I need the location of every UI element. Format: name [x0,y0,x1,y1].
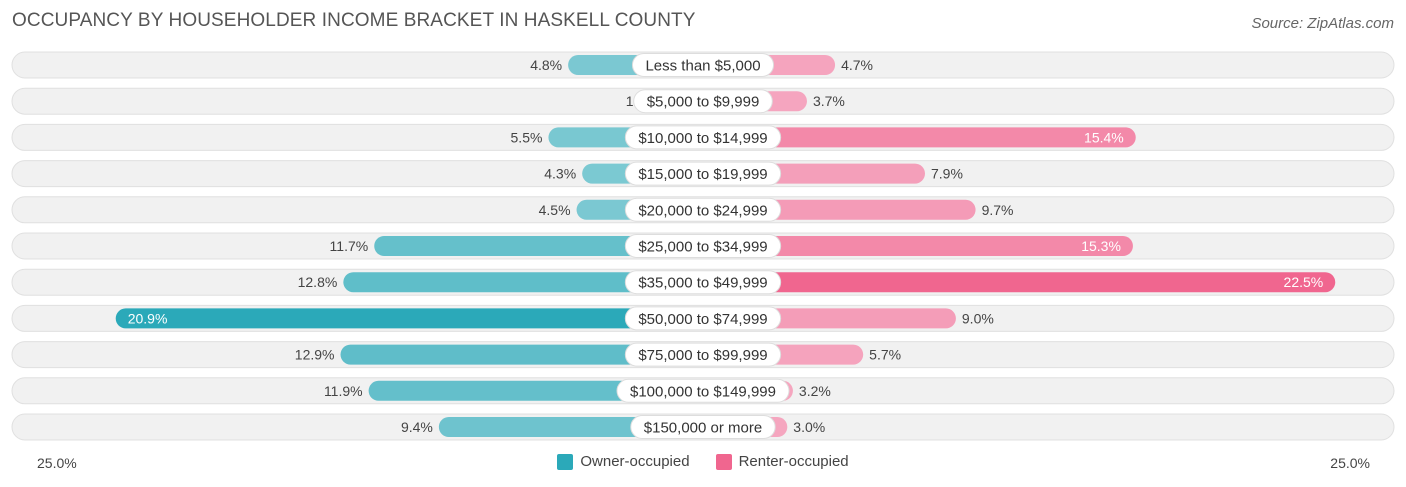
value-label-owner: 20.9% [128,310,168,326]
value-label-renter: 4.7% [841,57,873,73]
legend-label-renter: Renter-occupied [738,453,849,470]
bar-owner[interactable] [374,236,703,256]
value-label-owner: 12.9% [295,347,335,363]
category-label: $75,000 to $99,999 [638,347,767,364]
category-pill [633,89,773,114]
value-label-renter: 7.9% [931,166,963,182]
category-pill [631,53,775,77]
chart-row: 12.8% 22.5% $35,000 to $49,999 [11,268,1395,296]
value-label-renter: 3.7% [813,93,845,109]
chart-row: 20.9% 9.0% $50,000 to $74,999 [11,304,1395,332]
value-label-owner: 12.8% [298,274,338,290]
value-label-renter: 9.0% [962,310,994,326]
category-label: $10,000 to $14,999 [638,130,767,147]
category-pill [624,342,782,367]
chart-row: 9.4% 3.0% $150,000 or more [11,413,1395,441]
category-pill [616,378,790,403]
value-label-owner: 4.5% [539,202,571,218]
axis-label-left: 25.0% [37,455,77,471]
chart-row: 4.3% 7.9% $15,000 to $19,999 [11,160,1395,188]
value-label-renter: 9.7% [982,202,1014,218]
category-label: $5,000 to $9,999 [647,94,760,111]
legend-item-renter[interactable]: Renter-occupied [715,453,849,470]
value-label-owner: 11.9% [324,383,363,399]
chart-row: 4.5% 9.7% $20,000 to $24,999 [11,196,1395,224]
value-label-renter: 22.5% [1284,274,1324,290]
chart-legend: Owner-occupied Renter-occupied [0,453,1406,470]
bar-renter[interactable] [703,236,1133,256]
category-label: $150,000 or more [644,420,762,437]
category-pill [624,125,782,150]
category-pill [624,197,782,222]
chart-row: 11.7% 15.3% $25,000 to $34,999 [11,232,1395,260]
category-pill [624,306,782,331]
chart-row: 5.5% 15.4% $10,000 to $14,999 [11,123,1395,151]
chart-source: Source: ZipAtlas.com [1251,15,1394,32]
category-label: $20,000 to $24,999 [638,202,767,219]
axis-label-right: 25.0% [1330,455,1370,471]
category-label: $50,000 to $74,999 [638,311,767,328]
bar-owner[interactable] [340,344,703,365]
category-label: Less than $5,000 [645,58,760,75]
category-pill [624,270,782,295]
category-label: $35,000 to $49,999 [638,275,767,292]
value-label-owner: 11.7% [330,238,369,254]
category-label: $25,000 to $34,999 [638,239,767,256]
bar-renter[interactable] [703,127,1136,148]
bar-owner[interactable] [115,308,703,329]
chart-row: 12.9% 5.7% $75,000 to $99,999 [11,341,1395,369]
value-label-renter: 15.3% [1081,238,1121,254]
value-label-owner: 9.4% [401,419,433,435]
bar-owner[interactable] [343,272,703,293]
value-label-renter: 5.7% [869,347,901,363]
legend-item-owner[interactable]: Owner-occupied [557,453,690,470]
category-label: $15,000 to $19,999 [638,166,767,183]
chart-row: 11.9% 3.2% $100,000 to $149,999 [11,377,1395,405]
value-label-owner: 4.8% [530,57,562,73]
bar-renter[interactable] [703,272,1336,293]
value-label-renter: 3.0% [793,419,825,435]
category-pill [624,161,782,186]
value-label-owner: 4.3% [544,166,576,182]
legend-label-owner: Owner-occupied [580,453,690,470]
category-pill [624,234,782,258]
chart-row: 1.4%3.7%$5,000 to $9,999 [11,87,1395,115]
legend-swatch-renter [715,453,732,470]
legend-swatch-owner [557,453,574,470]
value-label-renter: 3.2% [799,383,831,399]
category-pill [630,415,776,439]
chart-title: OCCUPANCY BY HOUSEHOLDER INCOME BRACKET … [12,10,696,31]
chart-row: 4.8% 4.7% Less than $5,000 [11,51,1395,79]
value-label-renter: 15.4% [1084,129,1124,145]
category-label: $100,000 to $149,999 [630,383,776,400]
value-label-owner: 5.5% [511,129,543,145]
